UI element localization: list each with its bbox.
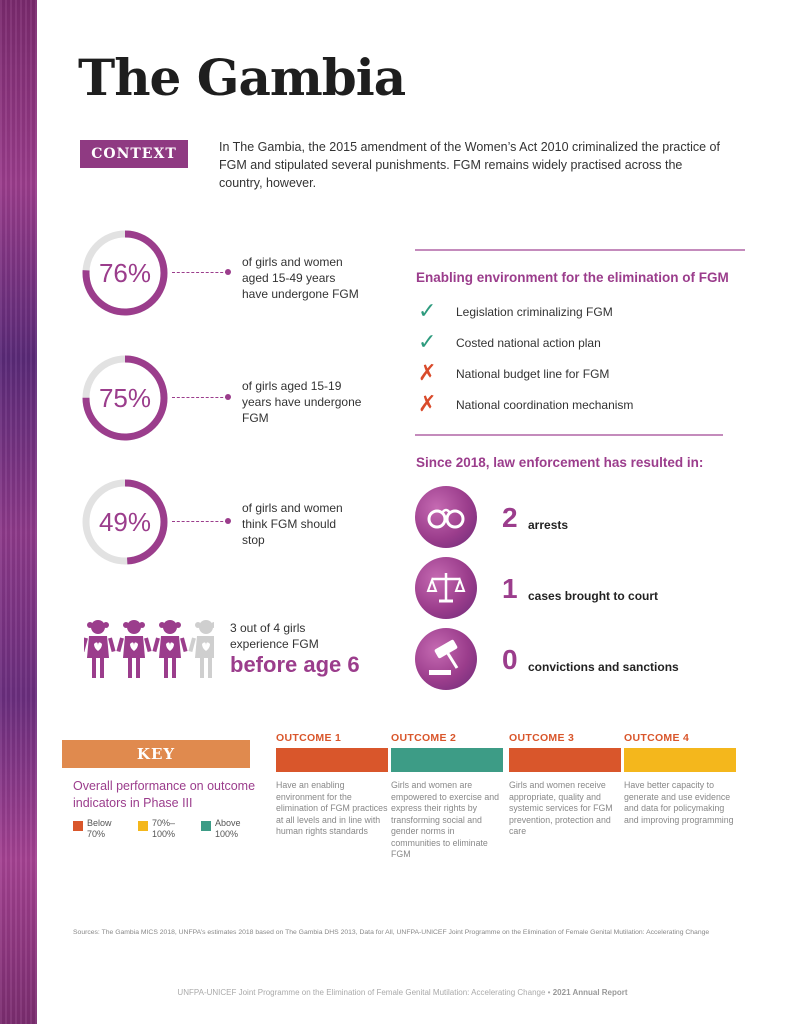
stat-value-1: 76% (98, 258, 152, 288)
enforcement-heading: Since 2018, law enforcement has resulted… (416, 455, 704, 470)
donut-ring-2 (82, 355, 168, 441)
outcome-description: Girls and women receive appropriate, qua… (509, 780, 613, 836)
outcome-3: OUTCOME 3 Girls and women receive approp… (509, 732, 621, 838)
outcome-status-bar (276, 748, 388, 772)
outcome-status-bar (509, 748, 621, 772)
outcome-description: Have an enabling environment for the eli… (276, 780, 388, 836)
girls-stat-text: 3 out of 4 girls experience FGM (230, 621, 319, 651)
footer-text: UNFPA-UNICEF Joint Programme on the Elim… (177, 988, 546, 997)
enabling-item-3: ✗ National budget line for FGM (418, 362, 609, 386)
page-title: The Gambia (78, 48, 406, 107)
handcuffs-icon (415, 486, 477, 548)
legend-label: 70%–100% (152, 818, 176, 839)
stat-value-3: 49% (98, 507, 152, 537)
connector-line-2 (172, 394, 231, 400)
stat-donut-3: 49% (80, 477, 170, 567)
outcome-heading: OUTCOME 2 (391, 732, 457, 744)
decorative-side-strip (0, 0, 37, 1024)
context-text: In The Gambia, the 2015 amendment of the… (219, 140, 720, 190)
context-tag: CONTEXT (80, 140, 188, 168)
outcome-1: OUTCOME 1 Have an enabling environment f… (276, 732, 388, 838)
check-icon: ✓ (418, 330, 437, 355)
outcome-status-bar (624, 748, 736, 772)
divider-top (415, 249, 745, 251)
legend-swatch-red (73, 821, 83, 831)
legend-swatch-green (201, 821, 211, 831)
court-label: cases brought to court (528, 589, 659, 603)
girl-figure-icon (188, 620, 214, 678)
outcome-4: OUTCOME 4 Have better capacity to genera… (624, 732, 736, 826)
girl-figure-icon (152, 620, 188, 678)
girl-figure-icon (84, 620, 116, 678)
convictions-label: convictions and sanctions (528, 660, 679, 674)
legend-swatch-yellow (138, 821, 148, 831)
legend-label: Above 100% (215, 818, 241, 839)
stat-donut-2: 75% (80, 353, 170, 443)
connector-line-1 (172, 269, 231, 275)
stat-value-2: 75% (98, 383, 152, 413)
enabling-item-1: ✓ Legislation criminalizing FGM (418, 300, 613, 324)
sources-note: Sources: The Gambia MICS 2018, UNFPA’s e… (73, 929, 710, 936)
stat-text-2: of girls aged 15-19 years have undergone… (242, 379, 362, 425)
enabling-item-label: National budget line for FGM (456, 367, 610, 381)
girls-stat-highlight: before age 6 (230, 652, 360, 677)
legend-above: Above 100% (201, 818, 253, 840)
convictions-number: 0 (502, 644, 518, 675)
scales-icon (415, 557, 477, 619)
outcome-heading: OUTCOME 1 (276, 732, 342, 744)
outcome-heading: OUTCOME 3 (509, 732, 575, 744)
enabling-heading: Enabling environment for the elimination… (416, 270, 729, 285)
divider-middle (415, 434, 723, 436)
outcome-2: OUTCOME 2 Girls and women are empowered … (391, 732, 503, 861)
check-icon: ✓ (418, 299, 437, 324)
stat-text-1: of girls and women aged 15-49 years have… (242, 255, 359, 301)
outcome-description: Girls and women are empowered to exercis… (391, 780, 500, 859)
arrests-number: 2 (502, 502, 518, 533)
cross-icon: ✗ (418, 361, 437, 386)
footer-report: 2021 Annual Report (552, 988, 628, 997)
outcome-status-bar (391, 748, 503, 772)
key-achievements-tag: KEY ACHIEVEMENTS (62, 740, 250, 791)
gavel-icon (415, 628, 477, 690)
performance-text: Overall performance on outcome indicator… (73, 779, 256, 810)
stat-donut-1: 76% (80, 228, 170, 318)
enabling-item-4: ✗ National coordination mechanism (418, 393, 633, 417)
girl-figure-icon (116, 620, 152, 678)
enabling-item-label: National coordination mechanism (456, 398, 634, 412)
donut-ring-3 (82, 479, 168, 565)
stat-text-3: of girls and women think FGM should stop (242, 501, 343, 547)
enabling-item-label: Legislation criminalizing FGM (456, 305, 613, 319)
cross-icon: ✗ (418, 392, 437, 417)
legend-label: Below 70% (87, 818, 112, 839)
arrests-label: arrests (528, 518, 569, 532)
legend-middle: 70%–100% (138, 818, 190, 840)
legend-below: Below 70% (73, 818, 125, 840)
court-number: 1 (502, 573, 518, 604)
girl-figures (84, 620, 214, 678)
page-footer: UNFPA-UNICEF Joint Programme on the Elim… (0, 988, 805, 997)
outcome-description: Have better capacity to generate and use… (624, 780, 734, 825)
connector-line-3 (172, 518, 231, 524)
footer-separator: • (547, 988, 551, 997)
outcome-heading: OUTCOME 4 (624, 732, 690, 744)
enabling-item-label: Costed national action plan (456, 336, 601, 350)
enabling-item-2: ✓ Costed national action plan (418, 331, 601, 355)
donut-ring-1 (82, 230, 168, 316)
